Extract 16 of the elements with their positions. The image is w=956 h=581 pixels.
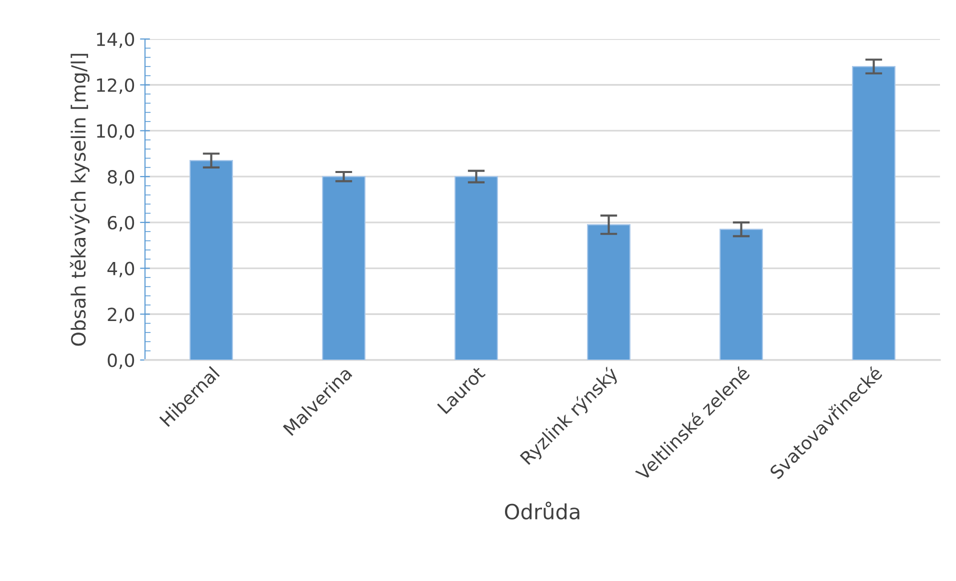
y-tick-label: 14,0 [97, 32, 134, 48]
y-axis-title: Obsah těkavých kyselin [mg/l] [70, 54, 90, 346]
x-axis-title: Odrůda [504, 502, 580, 520]
y-tick-label: 12,0 [97, 78, 134, 94]
y-tick-label: 6,0 [108, 216, 134, 232]
bar [454, 176, 498, 360]
y-tick-label: 8,0 [108, 170, 134, 186]
y-tick-label: 4,0 [107, 262, 134, 278]
bar [189, 160, 234, 360]
bar [586, 224, 631, 360]
bar [322, 176, 366, 360]
bar [719, 228, 764, 360]
y-tick-label: 10,0 [97, 124, 134, 140]
y-tick-label: 2,0 [108, 308, 134, 324]
y-tick-label: 0,0 [108, 353, 134, 369]
bar [852, 66, 896, 360]
